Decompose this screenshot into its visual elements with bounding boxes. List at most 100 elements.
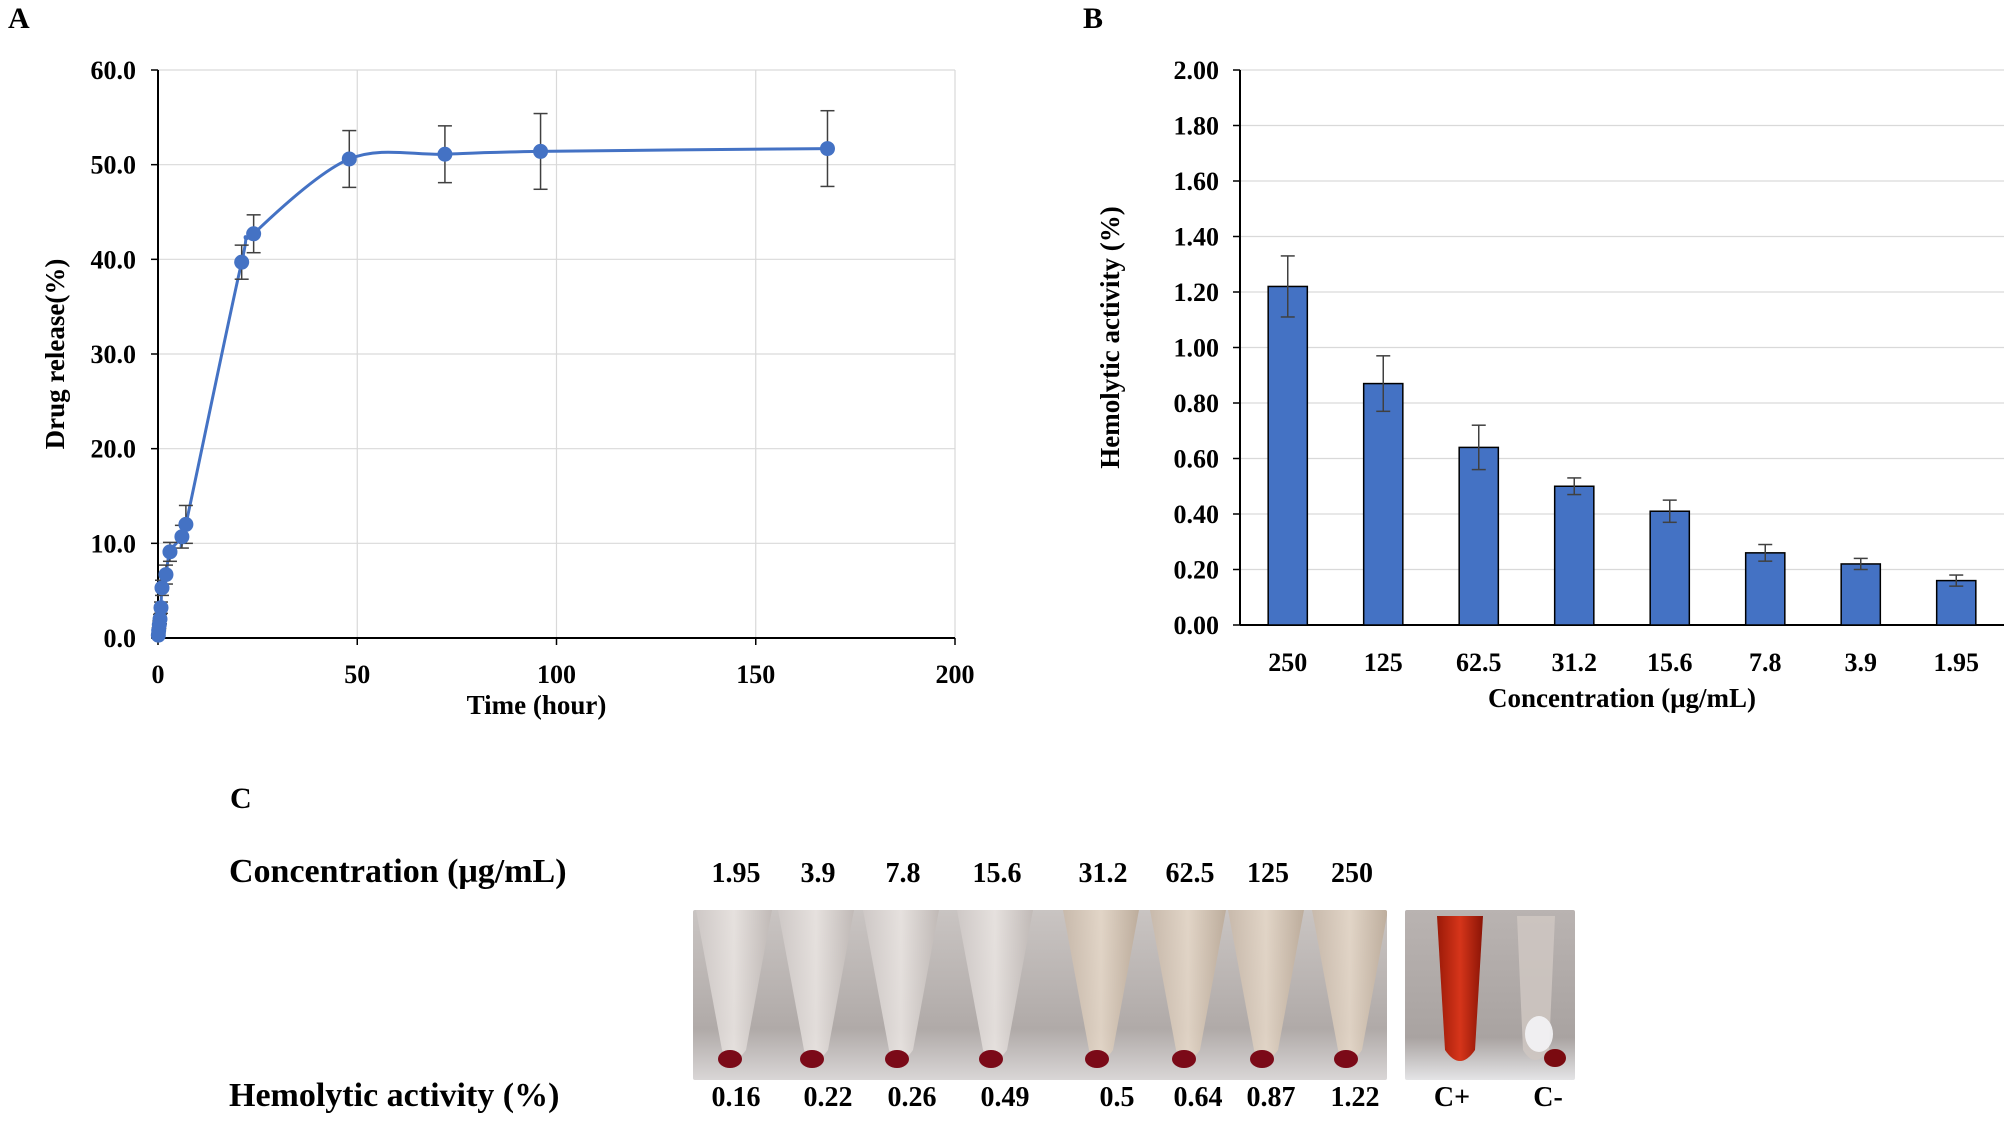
y-axis-title: Drug release(%) xyxy=(40,259,70,450)
x-tick-label: 100 xyxy=(537,660,576,689)
x-tick-label: 7.8 xyxy=(1749,648,1782,677)
hemolytic-value: 0.5 xyxy=(1099,1082,1135,1113)
y-tick-label: 0.40 xyxy=(1174,500,1220,529)
concentration-value: 15.6 xyxy=(972,858,1022,889)
release-curve xyxy=(156,147,828,636)
data-point xyxy=(178,516,194,532)
tube xyxy=(696,910,772,1059)
y-tick-label: 0.00 xyxy=(1174,611,1220,640)
y-tick-label: 10.0 xyxy=(91,529,137,558)
x-tick-label: 200 xyxy=(936,660,975,689)
y-tick-label: 60.0 xyxy=(91,56,137,85)
y-tick-label: 0.20 xyxy=(1174,556,1220,585)
x-tick-label: 15.6 xyxy=(1647,648,1693,677)
drug-release-chart: 0.0 10.0 20.0 30.0 40.0 50.0 60.0 0 50 100 150 200 T… xyxy=(40,56,975,720)
hemolytic-value: 0.22 xyxy=(803,1082,853,1113)
tube xyxy=(1150,910,1226,1059)
control-tubes-photo xyxy=(1405,910,1575,1080)
panel-letter-c: C xyxy=(230,782,252,815)
y-tick-label: 1.80 xyxy=(1174,112,1220,141)
y-tick-label: 1.40 xyxy=(1174,223,1220,252)
x-tick-label: 1.95 xyxy=(1934,648,1980,677)
hemolytic-value: 1.22 xyxy=(1330,1082,1380,1113)
y-tick-label: 1.20 xyxy=(1174,278,1220,307)
concentration-value: 31.2 xyxy=(1078,858,1128,889)
hemolytic-value: 0.16 xyxy=(711,1082,761,1113)
data-point xyxy=(234,254,250,270)
y-tick-label: 40.0 xyxy=(91,245,137,274)
x-tick-label: 0 xyxy=(152,660,165,689)
rbc-pellet xyxy=(1250,1050,1274,1068)
concentration-value: 3.9 xyxy=(800,858,836,889)
hemolytic-value: 0.26 xyxy=(887,1082,937,1113)
hemolytic-value: 0.49 xyxy=(980,1082,1030,1113)
hemolytic-row-label: Hemolytic activity (%) xyxy=(229,1077,560,1114)
bar xyxy=(1458,446,1500,626)
panel-letter-a: A xyxy=(8,2,30,35)
tube xyxy=(1063,910,1139,1059)
x-tick-label: 150 xyxy=(736,660,775,689)
x-axis-title: Concentration (μg/mL) xyxy=(1488,683,1756,713)
data-point xyxy=(533,143,549,159)
rbc-pellet xyxy=(979,1050,1003,1068)
hemolytic-value: 0.64 xyxy=(1173,1082,1223,1113)
hemolytic-value: 0.87 xyxy=(1246,1082,1296,1113)
x-axis-title: Time (hour) xyxy=(467,690,607,720)
hemolytic-activity-chart: 0.00 0.20 0.40 0.60 0.80 1.00 1.20 1.40 1.60 1.80… xyxy=(1095,56,2004,713)
data-point xyxy=(158,567,174,583)
panel-letter-b: B xyxy=(1083,2,1104,35)
bar xyxy=(1362,382,1404,626)
control-tubes-image xyxy=(1405,910,1575,1080)
sample-tubes-photo xyxy=(693,910,1387,1080)
x-tick-label: 3.9 xyxy=(1845,648,1878,677)
y-tick-label: 0.60 xyxy=(1174,445,1220,474)
tube xyxy=(863,910,939,1059)
bar xyxy=(1840,563,1882,626)
x-tick-label: 62.5 xyxy=(1456,648,1502,677)
concentration-value: 250 xyxy=(1331,858,1373,889)
x-tick-label: 250 xyxy=(1268,648,1307,677)
tube xyxy=(1312,910,1387,1059)
y-tick-label: 2.00 xyxy=(1174,56,1220,85)
y-tick-label: 50.0 xyxy=(91,151,137,180)
tube xyxy=(778,910,854,1059)
concentration-value: 62.5 xyxy=(1165,858,1215,889)
tube xyxy=(957,910,1033,1059)
y-axis-title: Hemolytic activity (%) xyxy=(1095,206,1125,468)
data-point xyxy=(819,141,835,157)
bar xyxy=(1935,579,1977,626)
y-tick-label: 20.0 xyxy=(91,435,137,464)
y-tick-label: 1.60 xyxy=(1174,167,1220,196)
hemolytic-value: C- xyxy=(1533,1082,1563,1113)
concentration-value: 7.8 xyxy=(885,858,921,889)
y-tick-label: 1.00 xyxy=(1174,334,1220,363)
x-tick-label: 125 xyxy=(1364,648,1403,677)
data-point xyxy=(246,226,262,242)
y-tick-label: 30.0 xyxy=(91,340,137,369)
rbc-pellet xyxy=(1085,1050,1109,1068)
rbc-pellet xyxy=(885,1050,909,1068)
rbc-pellet xyxy=(800,1050,824,1068)
x-tick-label: 50 xyxy=(344,660,370,689)
concentration-row-label: Concentration (μg/mL) xyxy=(229,853,567,890)
data-point xyxy=(153,600,169,616)
rbc-pellet xyxy=(1172,1050,1196,1068)
data-point xyxy=(174,529,190,545)
data-point xyxy=(341,151,357,167)
bar xyxy=(1649,510,1691,626)
data-point xyxy=(152,611,168,627)
data-point xyxy=(437,146,453,162)
data-point xyxy=(162,544,178,560)
y-tick-label: 0.80 xyxy=(1174,389,1220,418)
bar xyxy=(1267,285,1309,626)
y-tick-label: 0.0 xyxy=(104,624,137,653)
rbc-pellet xyxy=(1334,1050,1358,1068)
data-point xyxy=(154,580,170,596)
concentration-value: 125 xyxy=(1247,858,1289,889)
hemolytic-value: C+ xyxy=(1433,1082,1471,1113)
bar xyxy=(1744,552,1786,626)
x-tick-label: 31.2 xyxy=(1552,648,1598,677)
tube xyxy=(1228,910,1304,1059)
bar xyxy=(1553,485,1595,626)
rbc-pellet xyxy=(718,1050,742,1068)
